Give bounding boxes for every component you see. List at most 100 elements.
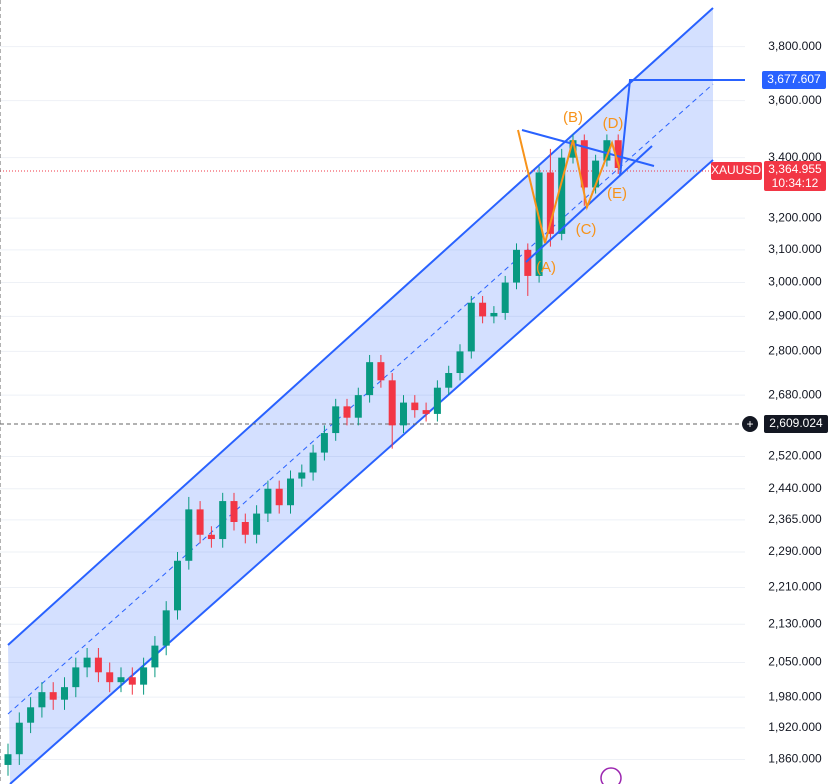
y-tick-label: 2,130.000 (768, 616, 822, 630)
candle-body (49, 692, 57, 700)
symbol-badge (711, 162, 762, 180)
y-tick-label: 2,680.000 (768, 387, 822, 401)
candle-body (117, 677, 125, 683)
triangle-upper (521, 129, 655, 167)
candle-body (185, 509, 193, 561)
ticks: 1,860.000 1,920.000 1,980.000 2,050.000 2,13… (768, 39, 822, 766)
plus-icon: + (746, 417, 753, 431)
candle-body (354, 395, 362, 418)
candle-body (128, 677, 136, 685)
countdown: 10:34:12 (772, 176, 819, 190)
candle-body (309, 452, 317, 473)
y-tick-label: 2,210.000 (768, 580, 822, 594)
candle-body (501, 282, 509, 313)
candle-body (603, 140, 611, 161)
candle-body (479, 302, 487, 317)
candle-body (174, 560, 181, 611)
candle-body (422, 410, 430, 414)
candle-body (83, 657, 91, 668)
lightning-icon[interactable] (600, 767, 622, 784)
candle-body (106, 672, 114, 683)
annotation: (B) (563, 109, 583, 126)
candle-body (546, 172, 554, 234)
candle-body (230, 501, 238, 522)
y-tick-label: 2,520.000 (768, 449, 822, 463)
candle-body (320, 433, 328, 453)
symbol-label: XAUUSD (711, 163, 761, 177)
annotation: (A) (536, 259, 556, 276)
annotation: (E) (607, 185, 627, 202)
candle-body (445, 373, 453, 388)
candle-body (275, 488, 283, 506)
y-tick-label: 2,800.000 (768, 344, 822, 358)
candle-body (298, 472, 306, 479)
candle-body (196, 509, 204, 535)
candle-body (264, 488, 272, 514)
target-label: 3,677.607 (767, 72, 821, 86)
candle-body (456, 351, 464, 374)
crosshair-label: 2,609.024 (769, 416, 823, 430)
y-tick-label: 2,290.000 (768, 544, 822, 558)
candle-body (94, 657, 102, 673)
candle-body (388, 380, 396, 426)
candle-body (162, 610, 170, 646)
candle-body (366, 362, 374, 396)
crosshair-plus[interactable] (742, 416, 758, 432)
candle-body (253, 513, 261, 535)
annotation: (D) (603, 115, 624, 132)
channel-upper (7, 7, 714, 646)
candle-body (332, 406, 340, 434)
y-tick-label: 3,800.000 (768, 39, 822, 53)
candle-body (38, 692, 46, 708)
channel-lower (9, 159, 714, 784)
candle-body (140, 667, 148, 685)
candle-body (4, 754, 12, 765)
candle-body (241, 521, 249, 535)
candle-body (287, 478, 294, 506)
y-tick-label: 2,050.000 (768, 655, 822, 669)
y-tick-label: 3,000.000 (768, 275, 822, 289)
crosshair-badge (764, 415, 828, 433)
y-tick-label: 3,200.000 (768, 210, 822, 224)
candle-body (467, 302, 475, 352)
annotation: (C) (576, 221, 597, 238)
projection (619, 79, 752, 177)
candle-body (513, 249, 520, 283)
candle-body (524, 249, 532, 276)
candle-body (580, 140, 588, 188)
candle-body (592, 160, 600, 188)
y-tick-label: 3,400.000 (768, 150, 822, 164)
candle-body (535, 172, 543, 276)
candle-body (15, 722, 23, 755)
price-badge (764, 161, 826, 191)
target-badge (762, 71, 826, 89)
candle-body (27, 707, 35, 723)
candle-body (151, 645, 159, 668)
y-tick-label: 1,860.000 (768, 752, 822, 766)
candle-body (72, 667, 80, 688)
candle-body (433, 387, 441, 414)
y-tick-label: 2,900.000 (768, 309, 822, 323)
price-axis (745, 0, 835, 784)
y-tick-label: 2,440.000 (768, 481, 822, 495)
candle-body (377, 362, 385, 381)
y-tick-label: 2,365.000 (768, 512, 822, 526)
candle-body (490, 312, 498, 317)
candle-body (569, 140, 577, 158)
y-tick-label: 1,920.000 (768, 720, 822, 734)
candle-body (343, 406, 351, 418)
wave-zigzag (517, 129, 621, 244)
candle-body (219, 501, 227, 540)
candle-body (558, 157, 566, 234)
candle-body (411, 402, 419, 411)
candle-body (400, 402, 407, 426)
candle-body (614, 140, 622, 168)
last-price: 3,364.955 (768, 162, 822, 176)
candle-body (61, 687, 68, 700)
candle-body (207, 534, 215, 540)
y-tick-label: 1,980.000 (768, 689, 822, 703)
y-tick-label: 3,600.000 (768, 93, 822, 107)
y-tick-label: 3,100.000 (768, 242, 822, 256)
